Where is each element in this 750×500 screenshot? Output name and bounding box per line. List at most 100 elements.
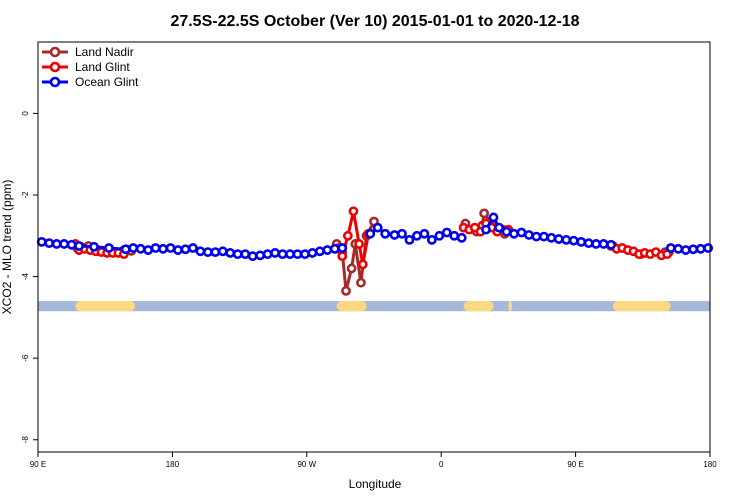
data-point-land-nadir	[341, 285, 351, 296]
data-point-ocean-glint	[546, 232, 557, 243]
y-tick-label: -6	[21, 354, 30, 362]
legend-label: Land Glint	[75, 60, 130, 74]
x-tick-label: 180	[703, 460, 717, 469]
data-point-ocean-glint	[89, 241, 99, 252]
data-point-ocean-glint	[247, 251, 258, 262]
data-point-ocean-glint	[488, 212, 499, 223]
data-point-ocean-glint	[434, 230, 445, 241]
data-point-ocean-glint	[553, 234, 564, 244]
data-point-ocean-glint	[481, 224, 491, 235]
data-point-ocean-glint	[516, 227, 527, 238]
data-point-ocean-glint	[165, 243, 176, 253]
data-point-ocean-glint	[695, 243, 706, 254]
legend-item-ocean-glint: Ocean Glint	[42, 75, 139, 89]
data-point-ocean-glint	[232, 249, 243, 260]
data-point-ocean-glint	[494, 222, 504, 233]
data-point-ocean-glint	[225, 248, 236, 258]
land-segment	[336, 301, 367, 312]
data-point-ocean-glint	[449, 230, 460, 241]
data-point-ocean-glint	[365, 228, 376, 239]
data-point-ocean-glint	[688, 244, 699, 255]
data-point-ocean-glint	[501, 226, 512, 237]
land-segment	[463, 301, 494, 312]
y-axis: 0 -2 -4 -6 -8	[21, 111, 38, 443]
land-segment	[612, 301, 671, 312]
x-tick-label: 90 E	[30, 460, 46, 469]
data-point-ocean-glint	[255, 250, 266, 261]
data-point-ocean-glint	[143, 245, 154, 255]
data-point-ocean-glint	[598, 239, 609, 249]
data-point-ocean-glint	[300, 249, 310, 260]
x-tick-label: 90 E	[567, 460, 583, 469]
data-point-ocean-glint	[606, 239, 616, 250]
data-point-ocean-glint	[44, 238, 55, 249]
data-point-ocean-glint	[51, 239, 62, 249]
data-point-ocean-glint	[591, 239, 602, 249]
legend-marker	[49, 61, 61, 73]
y-tick-label: -2	[21, 191, 30, 199]
legend-item-land-nadir: Land Nadir	[42, 45, 134, 59]
data-point-ocean-glint	[128, 243, 139, 253]
data-point-ocean-glint	[665, 243, 676, 253]
data-point-ocean-glint	[404, 234, 415, 245]
data-point-land-glint	[357, 259, 368, 270]
ocean-strip	[38, 301, 710, 312]
data-point-ocean-glint	[673, 243, 684, 254]
data-point-ocean-glint	[337, 243, 348, 253]
data-point-ocean-glint	[104, 243, 114, 253]
data-point-ocean-glint	[202, 247, 213, 257]
legend-label: Ocean Glint	[75, 75, 139, 89]
data-point-ocean-glint	[285, 249, 295, 260]
data-point-land-glint	[348, 206, 359, 217]
data-point-ocean-glint	[419, 228, 430, 239]
data-point-ocean-glint	[158, 243, 168, 254]
data-point-ocean-glint	[412, 230, 422, 241]
data-point-ocean-glint	[150, 243, 161, 253]
land-strip	[38, 301, 710, 312]
x-tick-label: 0	[439, 460, 444, 469]
data-point-ocean-glint	[188, 243, 198, 253]
data-point-ocean-glint	[270, 248, 280, 258]
x-tick-label: 180	[166, 460, 180, 469]
data-point-ocean-glint	[74, 241, 84, 251]
land-segment	[75, 301, 136, 312]
legend-marker	[49, 76, 61, 88]
data-point-ocean-glint	[538, 231, 549, 242]
data-point-ocean-glint	[173, 245, 183, 255]
data-point-land-nadir	[479, 208, 490, 219]
data-point-ocean-glint	[509, 228, 519, 239]
data-point-land-nadir	[346, 263, 357, 274]
data-point-ocean-glint	[397, 228, 407, 239]
y-axis-label: XCO2 - MLO trend (ppm)	[0, 180, 14, 315]
data-point-ocean-glint	[524, 230, 534, 240]
data-point-ocean-glint	[292, 249, 303, 260]
data-point-ocean-glint	[456, 232, 467, 243]
data-point-ocean-glint	[426, 234, 437, 245]
y-tick-label: -4	[21, 272, 30, 280]
data-point-ocean-glint	[389, 230, 400, 240]
data-point-ocean-glint	[372, 222, 383, 233]
data-point-ocean-glint	[561, 234, 572, 245]
data-point-ocean-glint	[66, 239, 77, 250]
chart-title: 27.5S-22.5S October (Ver 10) 2015-01-01 …	[170, 13, 579, 30]
data-point-ocean-glint	[568, 235, 579, 246]
data-point-ocean-glint	[36, 237, 47, 247]
x-axis-label: Longitude	[349, 477, 402, 491]
data-point-ocean-glint	[576, 237, 587, 247]
data-point-ocean-glint	[180, 244, 191, 255]
series-ocean-glint	[36, 212, 714, 262]
y-tick-label: 0	[21, 111, 30, 116]
legend-item-land-glint: Land Glint	[42, 60, 130, 74]
legend-label: Land Nadir	[75, 45, 134, 59]
legend-marker	[49, 46, 61, 58]
data-point-ocean-glint	[441, 227, 452, 238]
data-point-ocean-glint	[322, 245, 333, 255]
data-point-land-glint	[337, 251, 348, 262]
data-point-ocean-glint	[583, 238, 594, 249]
data-point-ocean-glint	[307, 248, 318, 258]
data-point-ocean-glint	[314, 246, 325, 257]
data-point-ocean-glint	[329, 243, 340, 254]
data-point-land-glint	[342, 230, 353, 241]
